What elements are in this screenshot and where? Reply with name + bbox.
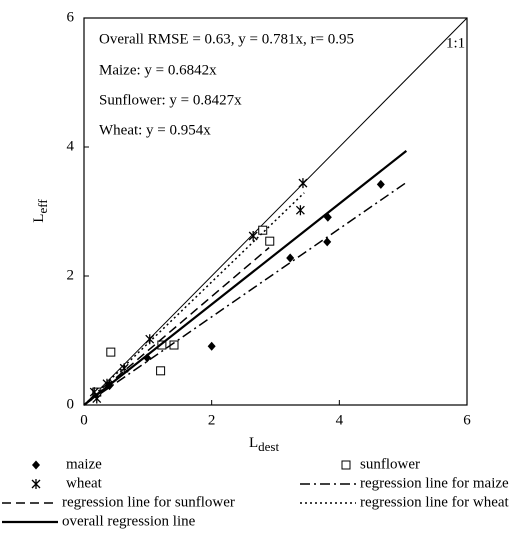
maize-point (286, 253, 295, 263)
y-tick-label: 2 (67, 267, 75, 283)
regression-line (83, 247, 270, 406)
x-tick-label: 4 (336, 412, 344, 428)
plot-frame (83, 17, 468, 406)
legend-label: regression line for maize (360, 475, 509, 491)
legend-label: sunflower (360, 456, 420, 472)
legend-label: regression line for wheat (360, 494, 510, 510)
sunflower-point (258, 225, 268, 235)
y-axis-label: Leff (31, 199, 50, 223)
annotation: Sunflower: y = 0.8427x (99, 92, 242, 108)
sunflower-point (157, 340, 167, 350)
y-tick-label: 0 (67, 396, 75, 412)
annotation: Overall RMSE = 0.63, y = 0.781x, r= 0.95 (99, 31, 354, 47)
x-tick-label: 2 (208, 412, 216, 428)
x-tick-label: 0 (80, 412, 88, 428)
y-tick-label: 4 (67, 138, 75, 154)
wheat-point (248, 231, 258, 242)
legend-marker (32, 460, 40, 470)
x-tick-label: 6 (463, 412, 471, 428)
x-axis-label: Ldest (249, 435, 280, 454)
legend-label: overall regression line (62, 513, 196, 529)
legend-marker (341, 460, 351, 470)
maize-point (376, 179, 385, 189)
maize-point (323, 237, 332, 247)
regression-line (83, 150, 408, 406)
legend-label: maize (66, 456, 102, 472)
sunflower-point (265, 236, 275, 246)
sunflower-point (106, 347, 116, 357)
y-label-main: L (31, 214, 47, 223)
regression-line (83, 181, 407, 406)
legend-label: regression line for sunflower (62, 494, 235, 510)
x-label-sub: dest (258, 439, 279, 454)
annotation: Wheat: y = 0.954x (99, 122, 211, 138)
regression-line (83, 192, 305, 406)
reference-label: 1:1 (446, 35, 465, 51)
sunflower-point (156, 366, 166, 376)
legend-label: wheat (66, 475, 103, 491)
wheat-point (298, 178, 308, 189)
y-tick-label: 6 (67, 9, 75, 25)
x-label-main: L (249, 435, 258, 451)
wheat-point (295, 205, 305, 216)
maize-point (207, 341, 216, 351)
annotation: Maize: y = 0.6842x (99, 62, 217, 78)
legend-marker (31, 479, 41, 489)
y-label-sub: eff (35, 199, 50, 214)
